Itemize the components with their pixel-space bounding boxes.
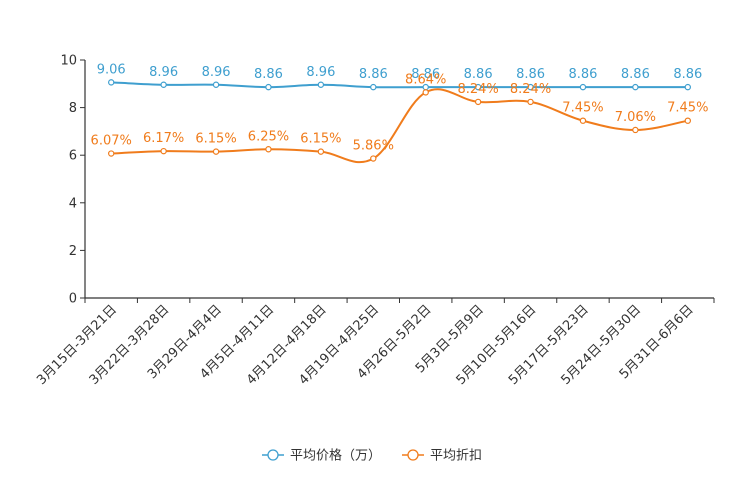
data-point[interactable] (265, 146, 272, 153)
data-label: 6.15% (300, 132, 341, 147)
data-point[interactable] (212, 81, 220, 88)
data-label: 6.15% (195, 132, 236, 147)
data-point[interactable] (579, 83, 587, 91)
data-point[interactable] (317, 81, 325, 88)
data-labels: 9.06 8.96 8.96 8.86 8.96 8.86 8.86 8.86 8.86 8.86… (91, 62, 709, 153)
data-point[interactable] (370, 83, 377, 91)
data-label: 8.24% (457, 82, 498, 97)
legend-marker-icon (267, 449, 279, 461)
data-point[interactable] (684, 117, 691, 124)
data-point[interactable] (474, 83, 482, 91)
data-label: 6.07% (91, 134, 132, 149)
data-label: 8.86 (673, 67, 702, 82)
series-line-avg-price (111, 81, 688, 89)
legend-label: 平均价格（万） (290, 448, 381, 464)
y-tick-label: 2 (69, 244, 77, 259)
data-point[interactable] (684, 83, 691, 91)
y-tick-label: 10 (60, 54, 77, 69)
legend[interactable]: 平均价格（万） 平均折扣 (262, 448, 482, 464)
axes: 02468103月15日-3月21日3月22日-3月28日3月29日-4月4日4… (34, 54, 715, 388)
data-label: 8.96 (202, 65, 231, 80)
data-label: 8.86 (568, 67, 597, 82)
data-label: 9.06 (97, 62, 126, 77)
series-group (108, 79, 691, 164)
data-label: 7.45% (667, 101, 708, 116)
data-label: 6.17% (143, 131, 184, 146)
data-point[interactable] (108, 150, 115, 157)
data-label: 8.86 (464, 67, 493, 82)
data-label: 8.86 (516, 67, 545, 82)
data-point[interactable] (527, 83, 534, 91)
data-label: 7.06% (615, 110, 656, 125)
data-label: 8.86 (411, 67, 440, 82)
data-label: 6.25% (248, 129, 289, 144)
legend-marker-icon (407, 449, 419, 461)
data-point[interactable] (474, 98, 482, 106)
data-label: 5.86% (353, 139, 394, 154)
data-point[interactable] (422, 89, 429, 96)
data-point[interactable] (370, 155, 377, 162)
data-point[interactable] (579, 117, 587, 124)
legend-item-avg-discount[interactable]: 平均折扣 (402, 449, 482, 464)
data-point[interactable] (212, 148, 220, 155)
data-point[interactable] (160, 147, 167, 155)
data-point[interactable] (632, 83, 639, 91)
data-point[interactable] (527, 98, 534, 106)
legend-label: 平均折扣 (430, 449, 482, 464)
data-label: 8.24% (510, 82, 551, 97)
y-tick-label: 0 (69, 292, 77, 307)
data-label: 8.86 (621, 67, 650, 82)
data-point[interactable] (160, 81, 167, 88)
data-label: 8.64% (405, 72, 446, 87)
data-point[interactable] (632, 126, 639, 134)
data-label: 8.96 (149, 65, 178, 80)
data-point[interactable] (317, 148, 325, 155)
data-point[interactable] (265, 83, 272, 91)
data-label: 8.96 (306, 65, 335, 80)
y-tick-label: 8 (69, 101, 77, 116)
y-tick-label: 4 (69, 196, 77, 211)
legend-item-avg-price[interactable]: 平均价格（万） (262, 448, 381, 464)
data-point[interactable] (108, 79, 115, 86)
data-label: 8.86 (254, 67, 283, 82)
y-tick-label: 6 (69, 149, 77, 164)
data-label: 8.86 (359, 67, 388, 82)
data-label: 7.45% (562, 101, 603, 116)
